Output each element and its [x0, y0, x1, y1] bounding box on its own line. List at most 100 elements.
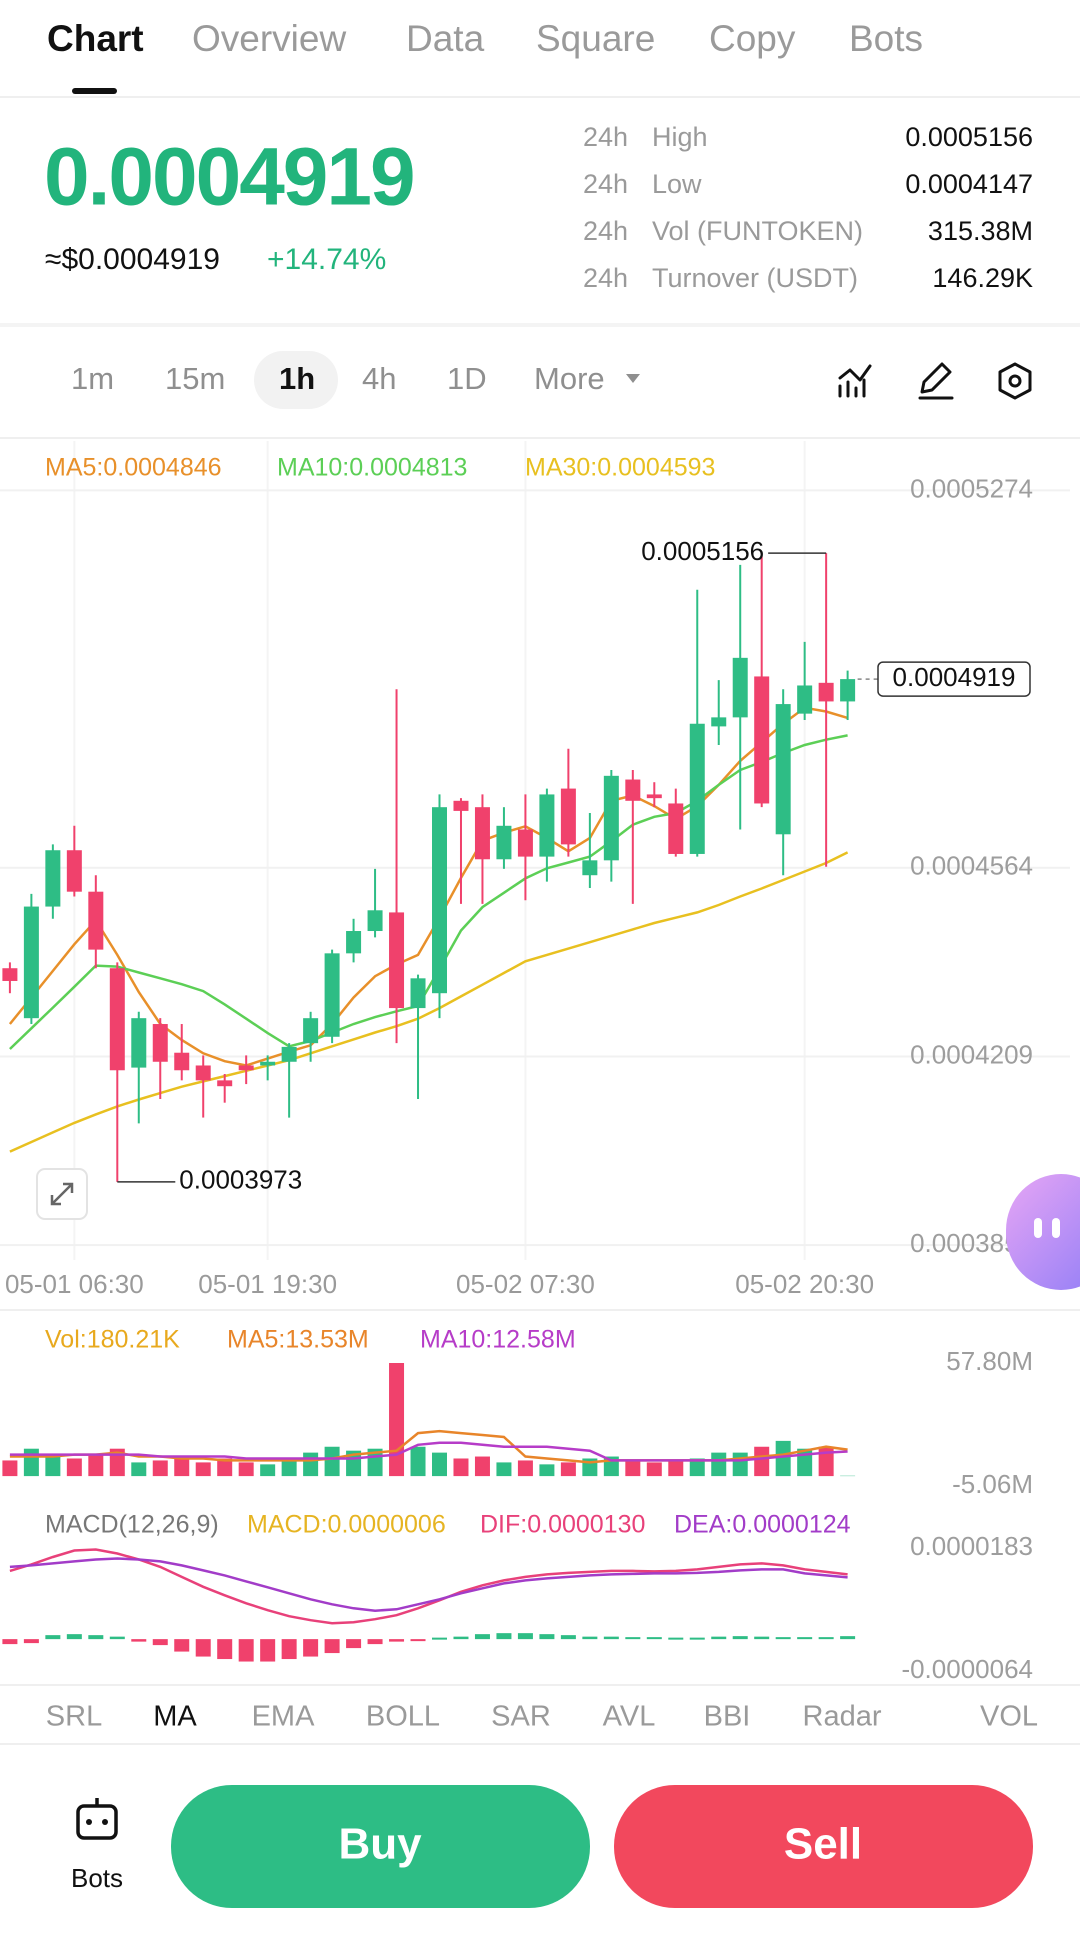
- candle-body: [282, 1047, 297, 1062]
- stat-value: 315.38M: [928, 216, 1033, 246]
- candle-body: [110, 968, 125, 1070]
- macd-bar: [368, 1639, 383, 1644]
- macd-bar: [67, 1634, 82, 1639]
- volume-bar: [389, 1363, 404, 1476]
- tab[interactable]: Overview: [192, 18, 346, 59]
- indicator-tab[interactable]: SRL: [46, 1701, 102, 1733]
- buy-label: Buy: [338, 1820, 422, 1869]
- macd-bar: [561, 1635, 576, 1639]
- macd-bar: [711, 1637, 726, 1639]
- macd-bar: [196, 1639, 211, 1656]
- candle-body: [2, 968, 17, 981]
- interval[interactable]: 1D: [447, 361, 487, 396]
- legend-item: MA30:0.0004593: [525, 454, 715, 482]
- macd-bar: [2, 1639, 17, 1644]
- volume-bar: [303, 1453, 318, 1476]
- volume-bar: [561, 1462, 576, 1476]
- volume-bar: [453, 1458, 468, 1476]
- macd-bar: [303, 1639, 318, 1656]
- candle-body: [797, 685, 812, 713]
- y-tick-label: 0.0004564: [910, 851, 1033, 881]
- volume-bar: [496, 1462, 511, 1476]
- macd-bar: [346, 1639, 361, 1648]
- candle-body: [346, 931, 361, 953]
- tab[interactable]: Copy: [709, 18, 796, 59]
- interval[interactable]: 15m: [165, 361, 225, 396]
- sell-button[interactable]: Sell: [614, 1785, 1033, 1908]
- macd-bar: [432, 1638, 447, 1640]
- x-tick-label: 05-01 06:30: [5, 1269, 144, 1299]
- interval[interactable]: 1m: [71, 361, 114, 396]
- candle-body: [67, 850, 82, 891]
- stat-label: Low: [652, 169, 702, 199]
- low-annotation: 0.0003973: [179, 1165, 302, 1195]
- stat-label: Turnover (USDT): [652, 263, 858, 293]
- tab[interactable]: Chart: [47, 18, 144, 59]
- candle-body: [453, 801, 468, 811]
- candle-body: [260, 1062, 275, 1066]
- stat-label: High: [652, 122, 708, 152]
- volume-bar: [67, 1458, 82, 1476]
- volume-bar: [196, 1462, 211, 1476]
- volume-bar: [411, 1447, 426, 1476]
- interval[interactable]: More: [534, 361, 605, 396]
- candle-body: [840, 679, 855, 701]
- tab[interactable]: Square: [536, 18, 655, 59]
- indicator-tab[interactable]: MA: [153, 1701, 197, 1733]
- stat-value: 146.29K: [932, 263, 1033, 293]
- stat-period: 24h: [583, 122, 628, 152]
- macd-bar: [260, 1639, 275, 1661]
- indicator-tab[interactable]: AVL: [603, 1701, 656, 1733]
- y-tick-label: 57.80M: [946, 1346, 1033, 1376]
- y-tick-label: 0.0000183: [910, 1531, 1033, 1561]
- legend-item: MACD:0.0000006: [247, 1511, 446, 1539]
- indicator-tab[interactable]: SAR: [491, 1701, 551, 1733]
- volume-bar: [153, 1460, 168, 1476]
- tab[interactable]: Data: [406, 18, 485, 59]
- macd-bar: [239, 1639, 254, 1661]
- volume-bar: [668, 1460, 683, 1476]
- y-tick-label: -0.0000064: [901, 1654, 1033, 1684]
- indicator-tab[interactable]: BBI: [704, 1701, 751, 1733]
- indicator-tab[interactable]: Radar: [803, 1701, 882, 1733]
- candle-body: [754, 676, 769, 803]
- candle-body: [217, 1080, 232, 1086]
- legend-item: MA10:0.0004813: [277, 454, 467, 482]
- stat-period: 24h: [583, 169, 628, 199]
- indicator-tab[interactable]: VOL: [980, 1701, 1038, 1733]
- candle-body: [88, 892, 103, 950]
- macd-bar: [475, 1634, 490, 1639]
- macd-bar: [496, 1633, 511, 1639]
- macd-bar: [776, 1637, 791, 1639]
- macd-bar: [24, 1639, 39, 1643]
- candle-body: [647, 794, 662, 798]
- expand-button[interactable]: [37, 1169, 87, 1219]
- candle-body: [625, 780, 640, 801]
- volume-bar: [88, 1455, 103, 1477]
- candle-body: [733, 658, 748, 718]
- macd-bar: [411, 1639, 426, 1641]
- volume-bar: [539, 1464, 554, 1476]
- divider: [0, 323, 1080, 327]
- indicator-tab[interactable]: EMA: [252, 1701, 316, 1733]
- interval[interactable]: 1h: [279, 361, 315, 396]
- macd-bar: [582, 1637, 597, 1639]
- interval[interactable]: 4h: [362, 361, 396, 396]
- legend-item: DIF:0.0000130: [480, 1511, 645, 1539]
- indicator-tab[interactable]: BOLL: [366, 1701, 440, 1733]
- candle-body: [325, 953, 340, 1036]
- tab[interactable]: Bots: [849, 18, 923, 59]
- candle-body: [239, 1065, 254, 1070]
- usd-price: ≈$0.0004919: [45, 243, 220, 276]
- buy-button[interactable]: Buy: [171, 1785, 590, 1908]
- y-tick-label: 0.0005274: [910, 473, 1033, 503]
- legend-item: MA10:12.58M: [420, 1326, 576, 1354]
- candle-body: [561, 789, 576, 845]
- volume-bar: [260, 1464, 275, 1476]
- candle-body: [539, 794, 554, 856]
- price-change: +14.74%: [267, 243, 386, 276]
- volume-bar: [754, 1447, 769, 1476]
- macd-bar: [45, 1635, 60, 1639]
- macd-bar: [840, 1636, 855, 1639]
